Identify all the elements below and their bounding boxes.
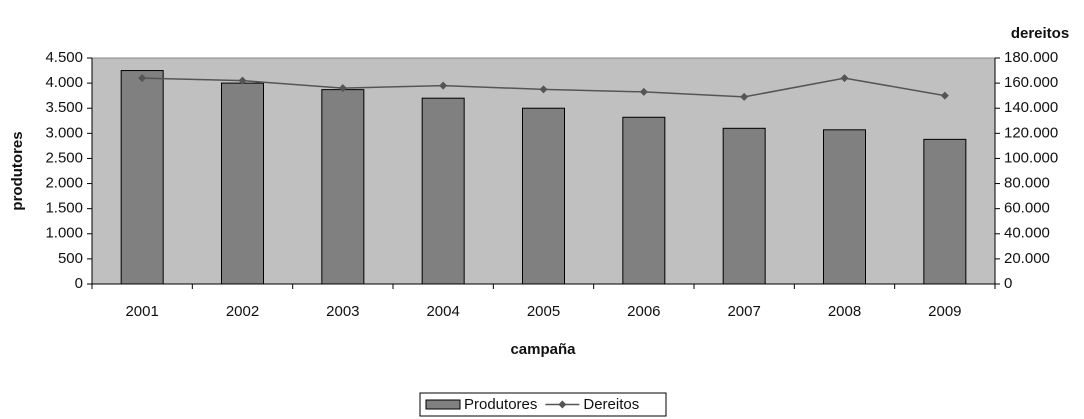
legend-label: Produtores: [464, 396, 537, 413]
x-tick-label: 2004: [426, 303, 459, 320]
marker: [439, 81, 448, 90]
bar: [522, 107, 565, 285]
y2-tick-label: 180.000: [1004, 49, 1058, 66]
marker: [238, 76, 247, 85]
y-tick-label: 1.000: [45, 225, 83, 242]
y-tick-label: 2.000: [45, 175, 83, 192]
y2-tick-label: 140.000: [1004, 99, 1058, 116]
marker: [338, 84, 347, 93]
x-tick-label: 2009: [928, 303, 961, 320]
y2-axis-title: dereitos: [1011, 25, 1069, 42]
bar: [923, 138, 967, 285]
bar: [722, 127, 766, 285]
bar: [622, 116, 666, 285]
x-tick-label: 2003: [326, 303, 359, 320]
x-axis-title: campaña: [510, 341, 576, 358]
x-tick-label: 2008: [828, 303, 861, 320]
y2-tick-label: 160.000: [1004, 74, 1058, 91]
x-tick-label: 2006: [627, 303, 660, 320]
x-tick-label: 2002: [226, 303, 259, 320]
y-tick-label: 0: [75, 275, 83, 292]
y-tick-label: 4.500: [45, 49, 83, 66]
marker: [138, 74, 147, 83]
marker: [639, 87, 648, 96]
bar: [120, 70, 164, 285]
y2-tick-label: 0: [1004, 275, 1012, 292]
y2-tick-label: 40.000: [1004, 225, 1050, 242]
bar: [823, 129, 866, 285]
y2-tick-label: 20.000: [1004, 250, 1050, 267]
x-tick-label: 2001: [125, 303, 158, 320]
marker: [940, 91, 949, 100]
marker: [740, 92, 749, 101]
x-tick-label: 2007: [727, 303, 760, 320]
y2-tick-label: 60.000: [1004, 200, 1050, 217]
bar: [221, 82, 264, 285]
y2-tick-label: 80.000: [1004, 175, 1050, 192]
y-tick-label: 4.000: [45, 74, 83, 91]
y-tick-label: 500: [58, 250, 83, 267]
y-tick-label: 1.500: [45, 200, 83, 217]
legend-marker: [558, 400, 567, 409]
legend-swatch: [425, 399, 461, 410]
y2-tick-label: 100.000: [1004, 149, 1058, 166]
y-tick-label: 3.000: [45, 124, 83, 141]
marker: [539, 85, 548, 94]
y-tick-label: 2.500: [45, 149, 83, 166]
y-axis-title: produtores: [9, 131, 26, 210]
x-tick-label: 2005: [527, 303, 560, 320]
y-tick-label: 3.500: [45, 99, 83, 116]
marker: [840, 74, 849, 83]
legend-box: [419, 392, 667, 417]
bar: [421, 97, 465, 285]
bar: [321, 89, 365, 285]
y2-tick-label: 120.000: [1004, 124, 1058, 141]
legend-label: Dereitos: [583, 396, 639, 413]
